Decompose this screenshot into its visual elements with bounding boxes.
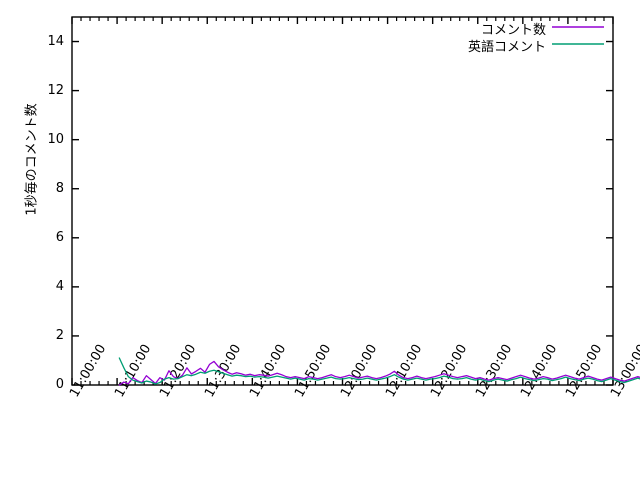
- y-tick-label: 2: [55, 327, 64, 343]
- y-tick-label: 12: [47, 82, 64, 98]
- y-tick-label: 0: [55, 377, 64, 392]
- y-tick-label: 10: [47, 131, 64, 147]
- series-line: [118, 357, 640, 385]
- series-line: [118, 360, 640, 386]
- legend-label: 英語コメント: [467, 40, 546, 55]
- y-tick-label: 6: [55, 229, 64, 245]
- y-tick-label: 14: [47, 33, 64, 49]
- legend-label: コメント数: [480, 23, 546, 38]
- y-tick-label: 8: [55, 180, 64, 196]
- y-tick-label: 4: [55, 278, 64, 294]
